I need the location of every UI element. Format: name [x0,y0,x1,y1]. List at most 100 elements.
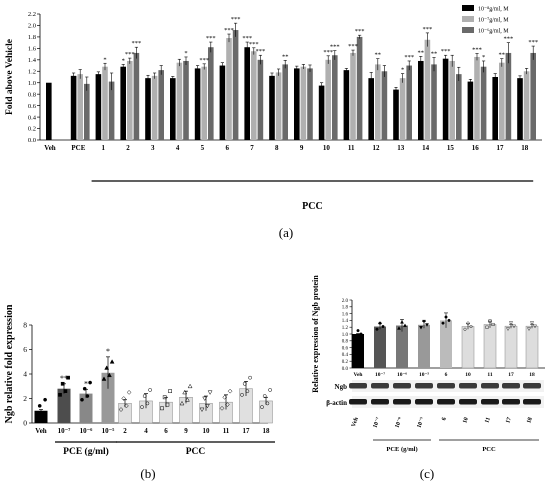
c-data-point [400,320,404,324]
b-x-tick-label: 17 [243,427,251,435]
a-significance-mark: * [103,56,106,63]
a-bar [480,66,487,140]
c-blot-band [371,383,389,389]
a-bar [307,68,313,140]
panel-label-c: (c) [420,466,434,481]
c-x-tick-label: 10 [465,372,471,378]
b-data-point [199,407,205,413]
b-data-point [126,390,132,395]
b-data-point [222,394,228,400]
c-blot-band [415,399,433,405]
a-bar [474,56,480,140]
c-blot-band [523,399,541,405]
c-y-tick-label: 0.0 [342,367,349,372]
a-x-tick-label: Veh [44,144,56,152]
c-data-point [491,322,495,326]
b-significance-mark: ** [60,374,68,383]
a-significance-mark: *** [199,57,209,64]
b-data-point [82,386,87,391]
b-data-point [268,388,272,392]
c-blot-lane-label: 6 [441,417,448,422]
c-data-point [444,315,448,319]
a-y-tick-label: 1.2 [28,68,36,75]
b-data-point [225,402,230,407]
a-significance-mark: * [482,54,485,61]
b-data-point [245,389,250,393]
c-data-point [463,327,467,331]
b-data-point [63,389,68,393]
b-data-point [88,380,92,385]
b-data-point [168,389,172,393]
c-blot-band [371,399,389,405]
a-x-tick-label: 9 [300,144,304,152]
a-significance-mark: *** [472,47,482,54]
b-data-point [140,405,144,409]
c-blot-row-label: β-actin [326,399,347,407]
a-bar [151,75,158,140]
a-y-tick-label: 1.4 [28,57,37,64]
panel-b-chart: 0 2 4 6 8 Ngb relative fold expression Veh 10⁻⁷… [4,304,275,457]
a-y-tick-label: 1.0 [28,80,36,87]
b-data-point [101,376,107,381]
c-blot-band [523,383,541,389]
b-data-point [58,392,62,397]
a-bar [183,60,189,140]
c-data-point [425,323,429,327]
b-bar [101,372,115,423]
a-x-tick-label: 3 [151,144,155,152]
a-bar [226,38,232,140]
b-x-tick-label: 10⁻⁵ [102,427,115,435]
c-x-tick-label: 10⁻⁶ [397,372,407,378]
c-data-point [441,321,445,325]
b-data-point [80,397,84,402]
a-significance-mark: *** [404,54,414,61]
a-bar [46,82,52,140]
c-bar [525,325,539,369]
a-significance-mark: *** [132,40,142,47]
a-significance-mark: * [122,57,125,64]
b-y-tick-label: 8 [23,321,27,330]
c-blot-row-label: Ngb [335,383,348,391]
b-data-point [121,396,127,401]
b-y-tick-label: 2 [23,394,27,403]
a-x-tick-label: 2 [126,144,130,152]
c-y-axis-label: Relative expression of Ngb protein [311,275,320,393]
c-data-point [397,326,401,330]
a-x-tick-label: 17 [497,144,505,152]
b-data-point [262,394,267,398]
b-data-point [35,415,39,419]
a-bar [102,66,108,140]
c-blot-band [481,399,499,405]
a-significance-mark: *** [224,27,234,34]
b-data-point [182,389,188,395]
a-bar [492,77,498,140]
c-blot-lane-label: 10⁻⁶ [394,416,403,429]
a-legend-label: 10⁻⁶g/ml, M [478,29,509,35]
a-bar [343,70,350,140]
c-bar [418,324,430,368]
c-blot-band [437,399,455,405]
a-bar [108,81,115,140]
a-bar [70,75,77,140]
c-data-point [381,325,385,329]
a-x-tick-label: 15 [447,144,455,152]
b-x-tick-label: 10⁻⁶ [80,427,93,435]
a-group-label: PCC [302,201,323,212]
panel-a-chart: 0.0 0.2 0.4 0.6 0.8 1.0 1.2 1.4 1.6 1.8 2.0 2.2 Fold… [5,5,542,212]
b-data-point [124,403,129,409]
c-data-point [375,327,379,331]
a-bar [318,85,325,140]
c-y-tick-label: 2.0 [342,299,349,304]
a-x-tick-label: 1 [101,144,105,152]
c-blot-band [393,399,411,405]
b-y-tick-label: 0 [23,419,27,428]
a-bar [257,59,264,141]
c-blot-band [481,383,499,389]
a-bar [77,74,83,140]
a-bar [282,64,288,140]
panel-c-chart: 0.0 0.2 0.4 0.60.8 1.0 1.2 1.4 1.61.8 2.0 Relativ… [311,275,545,453]
c-data-point [509,321,513,325]
a-significance-mark: ** [282,53,289,60]
a-bar [244,47,250,140]
b-data-point [260,405,264,409]
